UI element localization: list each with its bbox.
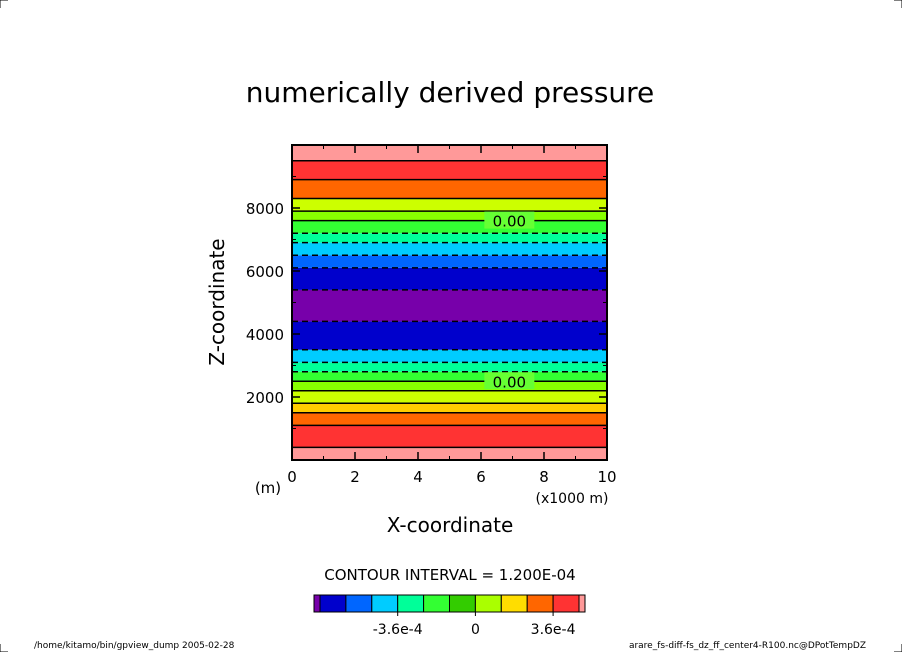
colorbar xyxy=(313,594,586,613)
x-tick-label: 10 xyxy=(597,468,616,486)
contour-band xyxy=(292,198,607,212)
contour-labels: 0.00 0.00 xyxy=(484,211,535,391)
y-axis-label: Z-coordinate xyxy=(205,238,229,365)
footer-left: /home/kitamo/bin/gpview_dump 2005-02-28 xyxy=(34,641,235,651)
x-axis-label: X-coordinate xyxy=(387,513,514,537)
contour-band xyxy=(292,362,607,372)
x-tick-label: 0 xyxy=(287,468,297,486)
contour-band xyxy=(292,233,607,243)
y-tick-label: 6000 xyxy=(246,263,284,281)
colorbar-swatch xyxy=(371,594,399,613)
contour-band xyxy=(292,321,607,350)
colorbar-swatch xyxy=(474,594,502,613)
y-tick-label: 2000 xyxy=(246,389,284,407)
colorbar-tick-label: -3.6e-4 xyxy=(373,622,423,638)
colorbar-tick-label: 3.6e-4 xyxy=(531,622,576,638)
contour-band xyxy=(292,267,607,290)
colorbar-swatch xyxy=(449,594,476,613)
contour-band xyxy=(292,220,607,234)
contour-band xyxy=(292,447,607,460)
x-axis-unit-label: (x1000 m) xyxy=(536,491,609,507)
contour-band xyxy=(292,381,607,391)
corner-mark xyxy=(894,644,902,652)
contour-label-bg xyxy=(484,211,535,229)
corner-mark xyxy=(0,0,8,8)
contour-band xyxy=(292,179,607,199)
x-axis-ticks: 0 2 4 6 8 10 xyxy=(287,145,617,486)
y-tick-label: 8000 xyxy=(246,200,284,218)
contour-band xyxy=(292,371,607,382)
contour-band xyxy=(292,403,607,413)
contour-label-bg xyxy=(484,372,535,390)
contour-band xyxy=(292,289,607,322)
colorbar-swatch xyxy=(423,594,451,613)
contour-band xyxy=(292,349,607,363)
y-axis-unit-label: (m) xyxy=(255,479,281,497)
chart-title: numerically derived pressure xyxy=(246,76,655,109)
contour-label: 0.00 xyxy=(493,373,526,391)
colorbar-swatch xyxy=(578,594,586,613)
colorbar-swatch xyxy=(345,594,373,613)
colorbar-tick-labels: -3.6e-4 0 3.6e-4 xyxy=(373,612,576,638)
colorbar-swatch xyxy=(397,594,425,613)
contour-band xyxy=(292,425,607,448)
contour-fill-bands xyxy=(292,145,607,460)
x-tick-label: 2 xyxy=(350,468,360,486)
contour-lines xyxy=(292,160,607,449)
x-tick-label: 8 xyxy=(539,468,549,486)
contour-band xyxy=(292,255,607,268)
colorbar-swatch xyxy=(552,594,580,613)
x-tick-label: 4 xyxy=(413,468,423,486)
footer-right: arare_fs-diff-fs_dz_ff_center4-R100.nc@D… xyxy=(629,641,866,651)
contour-band xyxy=(292,211,607,221)
colorbar-swatch xyxy=(500,594,528,613)
contour-interval-label: CONTOUR INTERVAL = 1.200E-04 xyxy=(324,566,575,584)
contour-band xyxy=(292,242,607,256)
corner-mark xyxy=(0,644,8,652)
corner-mark xyxy=(894,0,902,8)
colorbar-tick-label: 0 xyxy=(471,622,480,638)
contour-band xyxy=(292,412,607,426)
x-tick-label: 6 xyxy=(476,468,486,486)
colorbar-swatch xyxy=(319,594,347,613)
contour-label: 0.00 xyxy=(493,213,526,231)
contour-band xyxy=(292,160,607,180)
colorbar-swatch xyxy=(526,594,554,613)
contour-band xyxy=(292,145,607,161)
colorbar-swatch xyxy=(313,594,321,613)
contour-band xyxy=(292,390,607,404)
y-axis-ticks: 2000 4000 6000 8000 xyxy=(246,176,607,429)
y-tick-label: 4000 xyxy=(246,326,284,344)
